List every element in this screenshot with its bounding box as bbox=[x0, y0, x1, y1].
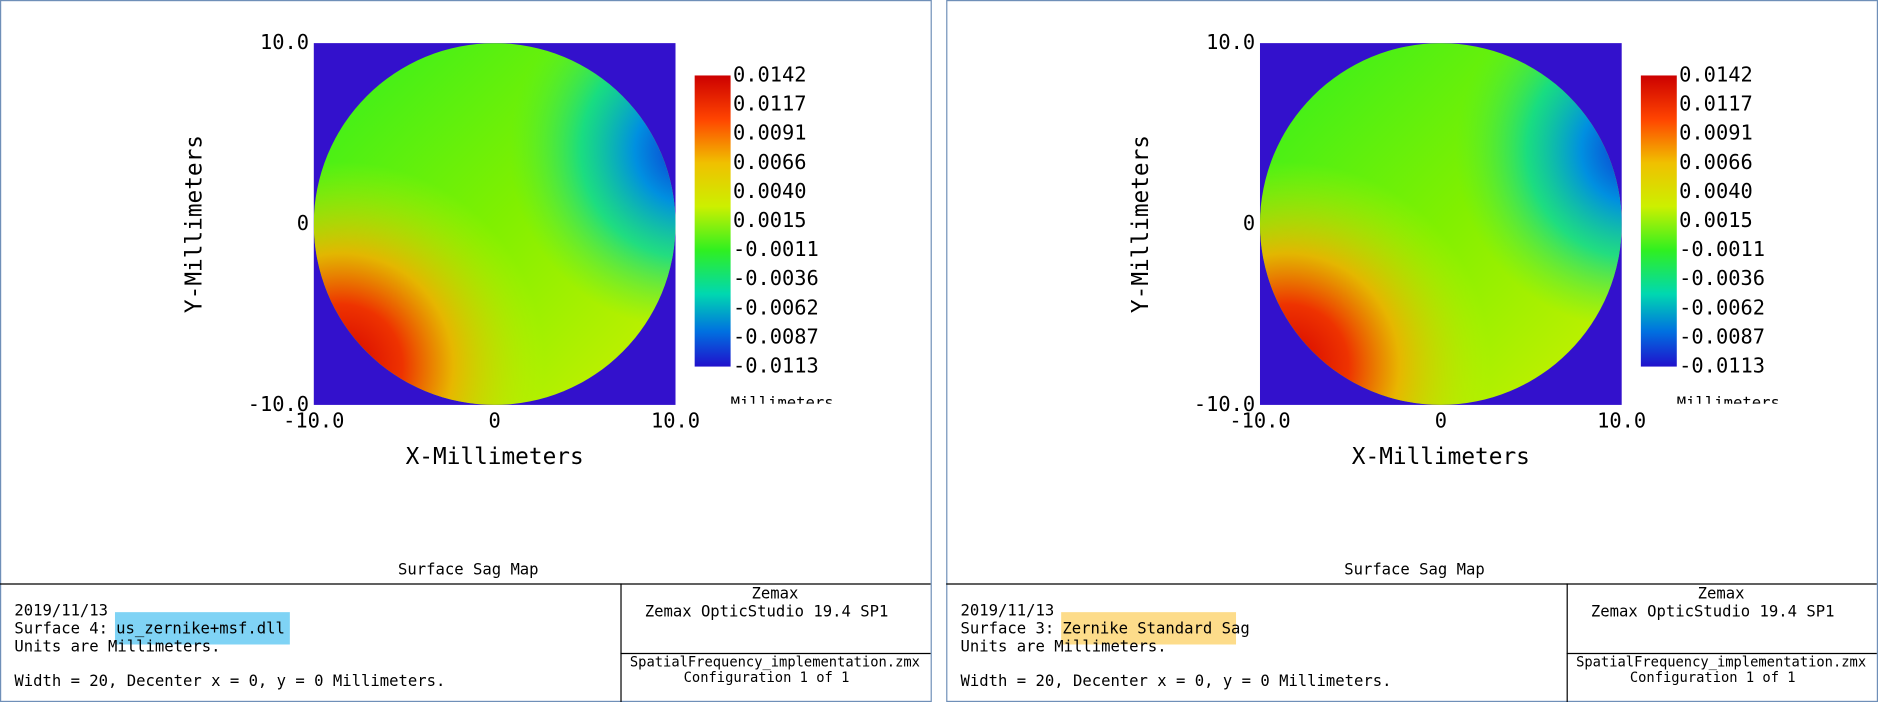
y-tick-label: 10.0 bbox=[1206, 30, 1255, 54]
colorbar-label: 0.0015 bbox=[1679, 208, 1753, 232]
x-tick-label: 0 bbox=[1435, 409, 1447, 433]
colorbar-label: -0.0087 bbox=[1679, 324, 1765, 348]
x-tick-label: 10.0 bbox=[1597, 409, 1646, 433]
footer-date: 2019/11/13 bbox=[14, 601, 108, 619]
colorbar-label: -0.0062 bbox=[1679, 295, 1765, 319]
colorbar-label: -0.0036 bbox=[733, 266, 819, 290]
colorbar-label: 0.0117 bbox=[1679, 92, 1753, 116]
x-tick-label: 10.0 bbox=[651, 409, 700, 433]
footer-company: Zemax bbox=[751, 585, 798, 603]
x-tick-label: -10.0 bbox=[283, 409, 344, 433]
x-axis-label: X-Millimeters bbox=[406, 444, 584, 470]
colorbar-label: 0.0142 bbox=[1679, 62, 1753, 86]
footer-width: Width = 20, Decenter x = 0, y = 0 Millim… bbox=[961, 672, 1392, 690]
footer-product: Zemax OpticStudio 19.4 SP1 bbox=[1591, 603, 1835, 621]
plot-title: Surface Sag Map bbox=[398, 561, 539, 579]
y-axis-label: Y-Millimeters bbox=[1128, 135, 1154, 313]
colorbar-label: -0.0062 bbox=[733, 295, 819, 319]
colorbar-label: 0.0091 bbox=[1679, 121, 1753, 145]
footer-file: SpatialFrequency_implementation.zmx bbox=[630, 654, 920, 670]
colorbar-label: -0.0113 bbox=[733, 354, 819, 378]
footer-surface-prefix: Surface 4: bbox=[14, 619, 108, 637]
colorbar bbox=[1640, 75, 1677, 367]
footer-units: Units are Millimeters. bbox=[961, 637, 1167, 655]
footer-surface-name: us_zernike+msf.dll bbox=[116, 619, 285, 637]
colorbar-label: -0.0011 bbox=[1679, 237, 1765, 261]
colorbar-label: 0.0066 bbox=[1679, 150, 1753, 174]
sag-low bbox=[1259, 43, 1622, 405]
colorbar-label: 0.0142 bbox=[733, 62, 807, 86]
y-tick-label: 0 bbox=[297, 211, 309, 235]
y-tick-label: 10.0 bbox=[260, 30, 309, 54]
colorbar-label: -0.0011 bbox=[733, 237, 819, 261]
footer-company: Zemax bbox=[1698, 585, 1745, 603]
y-axis-label: Y-Millimeters bbox=[182, 135, 208, 313]
colorbar-unit: Millimeters bbox=[731, 394, 834, 412]
colorbar-label: 0.0015 bbox=[733, 208, 807, 232]
colorbar bbox=[694, 75, 731, 367]
plot-title: Surface Sag Map bbox=[1344, 561, 1485, 579]
footer-surface-name: Zernike Standard Sag bbox=[1062, 619, 1249, 637]
colorbar-label: 0.0091 bbox=[733, 121, 807, 145]
footer-width: Width = 20, Decenter x = 0, y = 0 Millim… bbox=[14, 672, 445, 690]
x-axis-label: X-Millimeters bbox=[1352, 444, 1530, 470]
text-highlight bbox=[114, 612, 290, 645]
colorbar-label: -0.0036 bbox=[1679, 266, 1765, 290]
text-highlight bbox=[1061, 612, 1237, 645]
colorbar-label: 0.0040 bbox=[1679, 179, 1753, 203]
footer-units: Units are Millimeters. bbox=[14, 637, 220, 655]
footer-config: Configuration 1 of 1 bbox=[684, 670, 850, 686]
footer-product: Zemax OpticStudio 19.4 SP1 bbox=[645, 603, 889, 621]
y-tick-label: -10.0 bbox=[1194, 392, 1255, 416]
footer-surface-prefix: Surface 3: bbox=[961, 619, 1055, 637]
x-tick-label: 0 bbox=[489, 409, 501, 433]
footer-config: Configuration 1 of 1 bbox=[1630, 670, 1796, 686]
colorbar-unit: Millimeters bbox=[1677, 394, 1780, 412]
colorbar-label: -0.0113 bbox=[1679, 354, 1765, 378]
footer-file: SpatialFrequency_implementation.zmx bbox=[1576, 654, 1866, 670]
colorbar-label: 0.0066 bbox=[733, 150, 807, 174]
colorbar-label: 0.0040 bbox=[733, 179, 807, 203]
sag-low bbox=[313, 43, 676, 405]
panel: -10.0 0 10.0 10.0 0 -10.0 X-Millimeters Y-Milli… bbox=[0, 0, 932, 702]
colorbar-label: -0.0087 bbox=[733, 324, 819, 348]
colorbar-label: 0.0117 bbox=[733, 92, 807, 116]
colorbar-unit-clip: Millimeters bbox=[731, 394, 834, 412]
y-tick-label: 0 bbox=[1243, 211, 1255, 235]
footer-date: 2019/11/13 bbox=[961, 601, 1055, 619]
panel: -10.0 0 10.0 10.0 0 -10.0 X-Millimeters Y-Milli… bbox=[946, 0, 1878, 702]
colorbar-unit-clip: Millimeters bbox=[1677, 394, 1780, 412]
y-tick-label: -10.0 bbox=[248, 392, 309, 416]
sag-map bbox=[313, 43, 676, 405]
x-tick-label: -10.0 bbox=[1229, 409, 1290, 433]
sag-map bbox=[1259, 43, 1622, 405]
